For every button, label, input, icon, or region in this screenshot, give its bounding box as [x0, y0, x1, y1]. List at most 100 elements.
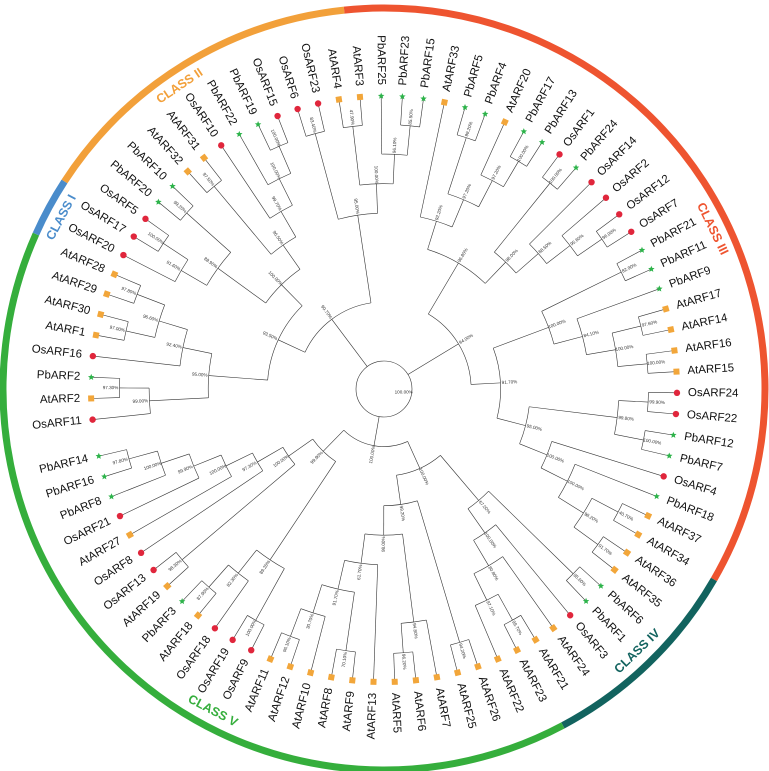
- leaf-label: AtARF16: [685, 337, 733, 355]
- pb-marker: [582, 597, 590, 604]
- os-marker: [602, 194, 610, 201]
- branch: [402, 534, 415, 623]
- branch: [488, 490, 574, 574]
- support-value: 47.90%: [349, 109, 356, 125]
- branch: [269, 632, 282, 661]
- support-value: 99.90%: [177, 464, 193, 474]
- branch: [557, 166, 577, 190]
- leaf-label: OsARF9: [221, 657, 252, 702]
- branch: [338, 98, 344, 128]
- branch: [122, 254, 176, 282]
- at-marker: [125, 530, 134, 539]
- branch: [97, 449, 127, 457]
- branch: [617, 363, 648, 367]
- support-value: 99.80%: [618, 415, 634, 422]
- support-value: 100.00%: [395, 390, 413, 395]
- support-value: 94.80%: [412, 623, 419, 639]
- os-marker: [218, 142, 225, 149]
- leaf-label: PbARF5: [462, 53, 486, 98]
- branch: [376, 183, 378, 214]
- branch: [128, 450, 158, 460]
- at-marker: [433, 673, 441, 681]
- branch: [181, 580, 203, 603]
- branch: [456, 106, 466, 135]
- leaf-label: AtARF15: [687, 362, 734, 377]
- at-marker: [500, 118, 509, 127]
- leaf-label: AtARF14: [680, 312, 729, 333]
- at-marker: [327, 673, 335, 681]
- pb-marker: [399, 93, 406, 100]
- branch: [606, 230, 633, 248]
- leaf-label: AtARF7: [433, 687, 452, 729]
- at-marker: [671, 347, 678, 354]
- branch: [90, 397, 120, 399]
- branch: [407, 441, 421, 469]
- os-marker: [566, 612, 574, 619]
- support-value: 91.70%: [598, 543, 614, 556]
- support-value: 100.00%: [143, 461, 162, 471]
- support-value: 100.00%: [516, 144, 530, 162]
- branch: [622, 503, 650, 517]
- leaf-label: AtARF33: [441, 45, 462, 93]
- support-value: 82.30%: [226, 572, 240, 587]
- at-marker: [356, 93, 364, 101]
- pb-marker: [420, 95, 427, 102]
- os-marker: [673, 389, 681, 397]
- leaf-label: AtARF4: [325, 48, 343, 90]
- at-marker: [370, 678, 377, 685]
- branch-arc: [206, 180, 222, 193]
- support-value: 96.20%: [401, 654, 407, 670]
- pb-marker: [572, 164, 580, 171]
- support-value: 98.00%: [504, 248, 518, 263]
- support-value: 100.00%: [368, 445, 376, 464]
- leaf-label: AtARF11: [243, 667, 272, 714]
- branch: [94, 334, 125, 341]
- branch: [186, 170, 208, 193]
- support-value: 67.00%: [478, 500, 492, 515]
- at-marker: [266, 655, 275, 664]
- branch: [591, 498, 619, 513]
- branch: [645, 430, 675, 436]
- branch: [345, 592, 355, 651]
- os-marker: [672, 410, 680, 418]
- branch: [171, 185, 194, 207]
- branch: [614, 434, 644, 441]
- branch-arc: [519, 406, 530, 444]
- at-marker: [286, 662, 295, 671]
- os-marker: [294, 105, 301, 113]
- support-value: 96.10%: [282, 636, 292, 652]
- leaf-label: AtARF30: [43, 294, 91, 317]
- branch: [515, 253, 539, 274]
- support-value: 100.00%: [267, 270, 283, 286]
- tree-branches: [90, 95, 678, 683]
- pb-marker: [666, 452, 673, 459]
- branch: [451, 199, 464, 228]
- branch: [392, 154, 395, 184]
- leaf-label: AtARF1: [44, 320, 86, 339]
- branch: [132, 235, 159, 252]
- branch: [144, 218, 169, 236]
- branch: [484, 261, 506, 284]
- at-marker: [163, 581, 172, 591]
- class-arc: [561, 577, 717, 729]
- leaf-labels: OsARF11AtARF2PbARF2OsARF16AtARF1AtARF30A…: [31, 35, 739, 740]
- branch: [152, 552, 177, 571]
- at-marker: [96, 310, 105, 319]
- os-marker: [211, 625, 219, 632]
- branch: [193, 454, 222, 467]
- branch-arc: [427, 249, 486, 284]
- support-value: 95.00%: [192, 372, 208, 378]
- branch-arc: [201, 580, 217, 594]
- branch: [257, 447, 284, 463]
- branch: [496, 417, 526, 426]
- branch: [330, 649, 337, 679]
- support-value: 100.00%: [615, 344, 634, 352]
- os-marker: [628, 228, 635, 235]
- branch: [551, 441, 665, 477]
- leaf-label: OsARF22: [686, 409, 737, 425]
- branch: [208, 375, 268, 381]
- at-marker: [673, 368, 680, 375]
- branch: [520, 615, 537, 641]
- branch-arc: [252, 452, 264, 471]
- class-arc: [32, 179, 68, 236]
